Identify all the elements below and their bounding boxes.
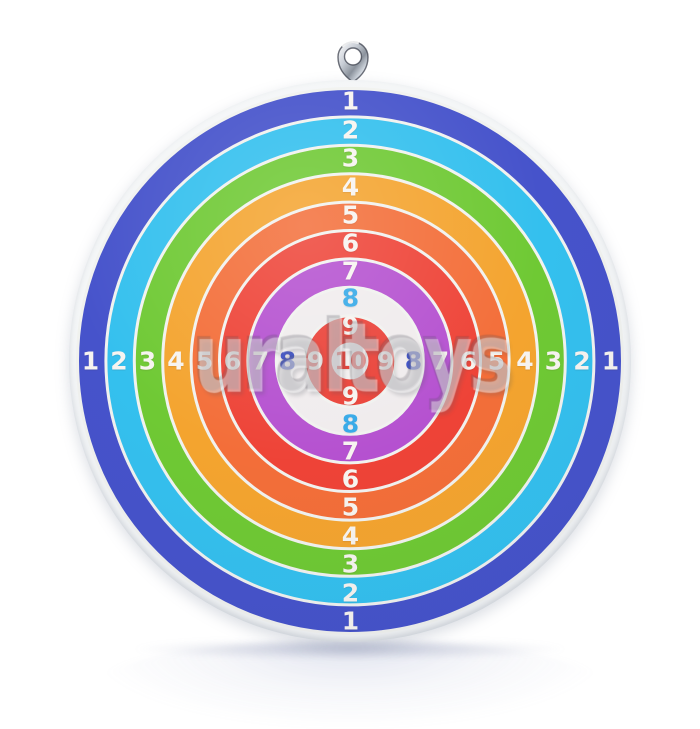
- ring-3-number-top: 3: [341, 143, 359, 173]
- ring-4-number-bottom: 4: [341, 521, 359, 550]
- ring-5-number-bottom: 5: [341, 492, 359, 522]
- ring-3-number-left: 3: [138, 346, 156, 376]
- ring-7-number-right: 7: [431, 346, 449, 376]
- ring-2-number-bottom: 2: [341, 578, 359, 607]
- bullseye-number: 10: [334, 347, 366, 375]
- ring-3-number-right: 3: [544, 346, 562, 376]
- ring-5-number-top: 5: [341, 200, 359, 230]
- ring-9-number-bottom: 9: [341, 381, 359, 411]
- board-reflection-edge: [130, 638, 570, 660]
- ring-1-number-bottom: 1: [341, 606, 359, 636]
- ring-6-number-left: 6: [223, 346, 241, 376]
- bullseye: [331, 342, 369, 380]
- ring-7-number-left: 7: [251, 346, 269, 376]
- hanging-eyelet-icon: [337, 41, 369, 83]
- ring-8-number-top: 8: [341, 283, 359, 313]
- ring-8-number-right: 8: [404, 346, 422, 376]
- ring-6-number-right: 6: [459, 346, 477, 376]
- ring-3-number-bottom: 3: [341, 549, 359, 579]
- ring-4-number-left: 4: [167, 346, 184, 376]
- ring-2-number-left: 2: [110, 346, 127, 376]
- ring-6-number-bottom: 6: [341, 464, 359, 494]
- ring-8-number-left: 8: [278, 346, 296, 376]
- ring-9-number-top: 9: [341, 311, 359, 341]
- ring-7-number-top: 7: [341, 256, 359, 286]
- ring-1-number-top: 1: [341, 86, 359, 116]
- ring-5-number-right: 5: [487, 346, 505, 376]
- ring-7-number-bottom: 7: [341, 436, 359, 466]
- ring-4-number-right: 4: [516, 346, 533, 376]
- ring-8-number-bottom: 8: [341, 409, 359, 439]
- ring-4-number-top: 4: [341, 172, 359, 201]
- ring-1-number-left: 1: [81, 346, 99, 376]
- ring-5-number-left: 5: [195, 346, 213, 376]
- ring-6-number-top: 6: [341, 228, 359, 258]
- ring-2-number-top: 2: [341, 115, 359, 144]
- ring-2-number-right: 2: [573, 346, 590, 376]
- ring-9-number-left: 9: [306, 346, 324, 376]
- ring-1-number-right: 1: [601, 346, 619, 376]
- ring-9-number-right: 9: [376, 346, 394, 376]
